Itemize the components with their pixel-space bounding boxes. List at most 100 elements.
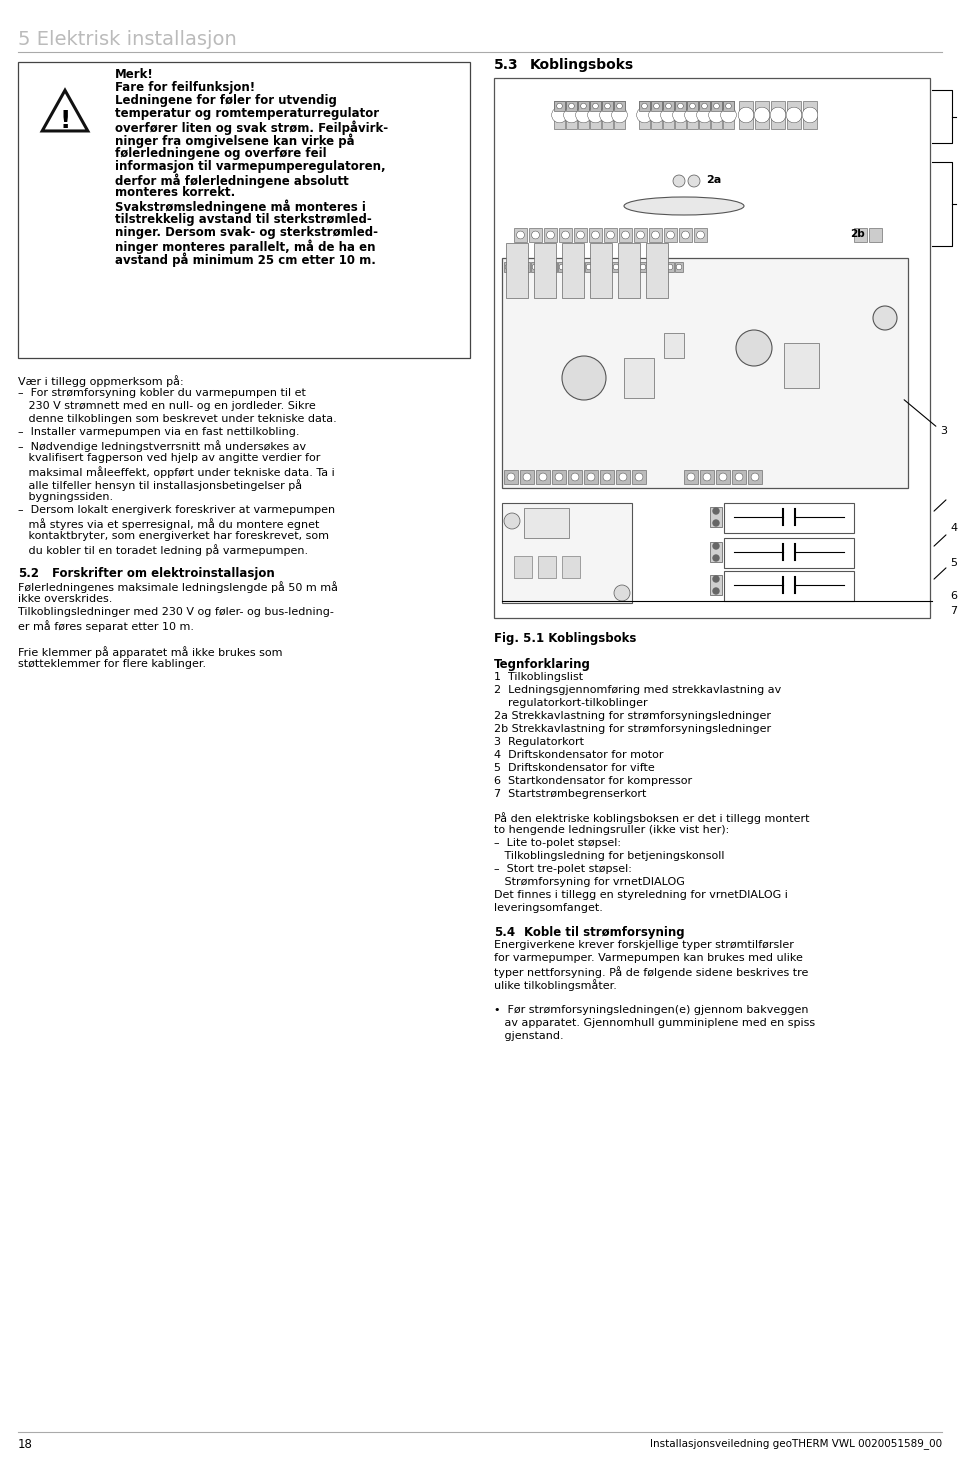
Text: monteres korrekt.: monteres korrekt. — [115, 187, 235, 200]
Circle shape — [505, 264, 511, 270]
Bar — [566, 101, 577, 128]
Bar — [619, 228, 632, 242]
Text: er må føres separat etter 10 m.: er må føres separat etter 10 m. — [18, 620, 194, 632]
Circle shape — [687, 473, 695, 480]
Text: denne tilkoblingen som beskrevet under tekniske data.: denne tilkoblingen som beskrevet under t… — [18, 415, 337, 423]
Text: må styres via et sperresignal, må du montere egnet: må styres via et sperresignal, må du mon… — [18, 518, 320, 530]
Text: Energiverkene krever forskjellige typer strømtilførsler: Energiverkene krever forskjellige typer … — [494, 940, 794, 950]
Text: Følerledningenes maksimale ledningslengde på 50 m må: Følerledningenes maksimale ledningslengd… — [18, 581, 338, 593]
Text: 6: 6 — [950, 591, 957, 602]
Bar — [576, 261, 584, 272]
Bar — [675, 101, 686, 111]
Bar — [513, 261, 521, 272]
Circle shape — [516, 231, 524, 239]
Circle shape — [786, 107, 802, 123]
Text: Forskrifter om elektroinstallasjon: Forskrifter om elektroinstallasjon — [52, 566, 275, 580]
Bar — [679, 228, 692, 242]
Bar — [549, 261, 557, 272]
Text: Tilkoblingsledning for betjeningskonsoll: Tilkoblingsledning for betjeningskonsoll — [494, 851, 725, 861]
Bar — [621, 261, 629, 272]
Bar — [748, 470, 762, 485]
Text: temperatur og romtemperaturregulator: temperatur og romtemperaturregulator — [115, 107, 379, 120]
Bar — [675, 261, 683, 272]
Bar — [649, 228, 662, 242]
Text: alle tilfeller hensyn til installasjonsbetingelser på: alle tilfeller hensyn til installasjonsb… — [18, 479, 302, 491]
Circle shape — [873, 307, 897, 330]
Text: avstand på minimum 25 cm etter 10 m.: avstand på minimum 25 cm etter 10 m. — [115, 253, 376, 267]
Text: Koble til strømforsyning: Koble til strømforsyning — [524, 926, 684, 939]
Bar — [699, 101, 710, 128]
Circle shape — [652, 231, 660, 239]
Bar — [639, 101, 650, 111]
Circle shape — [562, 231, 569, 239]
Bar — [558, 261, 566, 272]
Bar — [616, 470, 630, 485]
Circle shape — [559, 264, 564, 270]
Bar — [724, 504, 854, 533]
Text: 6  Startkondensator for kompressor: 6 Startkondensator for kompressor — [494, 777, 692, 785]
Circle shape — [803, 107, 818, 123]
Text: du kobler til en toradet ledning på varmepumpen.: du kobler til en toradet ledning på varm… — [18, 545, 308, 556]
Bar — [536, 470, 550, 485]
Bar — [524, 508, 569, 537]
Bar — [544, 228, 557, 242]
Bar — [562, 556, 580, 578]
Circle shape — [523, 264, 529, 270]
Circle shape — [726, 104, 732, 110]
Bar — [657, 261, 665, 272]
Circle shape — [636, 107, 653, 123]
Text: 5.3: 5.3 — [494, 58, 518, 72]
Circle shape — [654, 104, 660, 110]
Bar — [663, 101, 674, 111]
Text: kvalifisert fagperson ved hjelp av angitte verdier for: kvalifisert fagperson ved hjelp av angit… — [18, 453, 321, 463]
Circle shape — [576, 107, 591, 123]
Text: 2a Strekkavlastning for strømforsyningsledninger: 2a Strekkavlastning for strømforsyningsl… — [494, 711, 771, 721]
Bar — [854, 228, 867, 242]
Circle shape — [666, 231, 675, 239]
Circle shape — [736, 330, 772, 366]
Bar — [869, 228, 882, 242]
Bar — [594, 261, 602, 272]
Text: 18: 18 — [18, 1438, 33, 1451]
Text: Installasjonsveiledning geoTHERM VWL 0020051589_00: Installasjonsveiledning geoTHERM VWL 002… — [650, 1438, 942, 1448]
Bar — [699, 101, 710, 111]
Bar — [684, 470, 698, 485]
Circle shape — [587, 264, 591, 270]
Bar — [514, 556, 532, 578]
Bar — [710, 542, 722, 562]
Circle shape — [673, 175, 685, 187]
Bar — [614, 101, 625, 128]
Text: regulatorkort-tilkoblinger: regulatorkort-tilkoblinger — [494, 698, 648, 708]
Text: tilstrekkelig avstand til sterkstrømled-: tilstrekkelig avstand til sterkstrømled- — [115, 213, 372, 226]
Bar — [529, 228, 542, 242]
Circle shape — [621, 231, 630, 239]
Bar — [648, 261, 656, 272]
Bar — [534, 242, 556, 298]
Text: Tegnforklaring: Tegnforklaring — [494, 658, 590, 672]
Bar — [664, 228, 677, 242]
Circle shape — [684, 107, 701, 123]
Bar — [694, 228, 707, 242]
Bar — [506, 242, 528, 298]
Circle shape — [641, 104, 647, 110]
Circle shape — [507, 473, 515, 480]
Text: følerledningene og overføre feil: følerledningene og overføre feil — [115, 147, 326, 159]
Bar — [724, 537, 854, 568]
Text: gjenstand.: gjenstand. — [494, 1031, 564, 1041]
Bar — [612, 261, 620, 272]
Text: 2a: 2a — [706, 175, 721, 185]
Bar — [663, 101, 674, 128]
Text: 5.2: 5.2 — [18, 566, 39, 580]
Bar — [552, 470, 566, 485]
Circle shape — [588, 107, 603, 123]
Text: av apparatet. Gjennomhull gumminiplene med en spiss: av apparatet. Gjennomhull gumminiplene m… — [494, 1018, 815, 1028]
Text: typer nettforsyning. På de følgende sidene beskrives tre: typer nettforsyning. På de følgende side… — [494, 967, 808, 978]
Circle shape — [640, 264, 646, 270]
Bar — [18, 61, 470, 358]
Bar — [687, 101, 698, 128]
Text: ninger monteres parallelt, må de ha en: ninger monteres parallelt, må de ha en — [115, 239, 375, 254]
Bar — [602, 101, 613, 128]
Circle shape — [689, 104, 695, 110]
Bar — [651, 101, 662, 111]
Bar — [646, 242, 668, 298]
